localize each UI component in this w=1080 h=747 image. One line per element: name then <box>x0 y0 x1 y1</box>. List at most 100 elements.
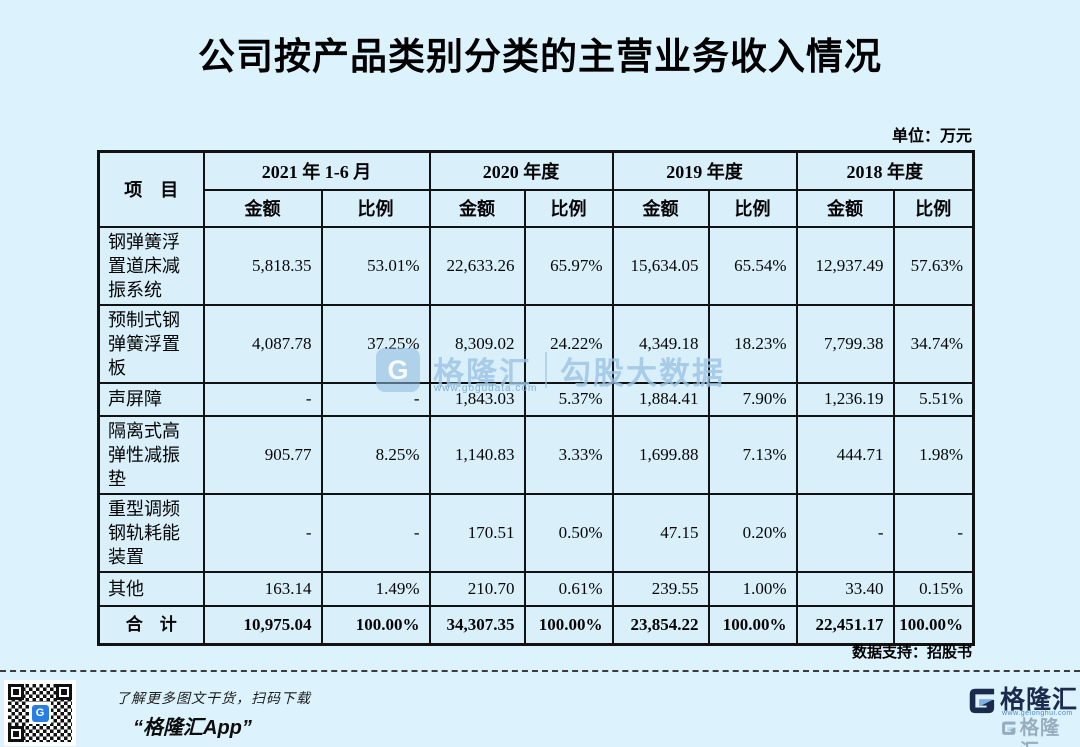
amount-cell: - <box>202 492 323 573</box>
amount-cell: 22,633.26 <box>428 225 526 306</box>
amount-cell: - <box>202 381 323 417</box>
amount-cell: 33.40 <box>795 570 895 607</box>
row-name-cell: 隔离式高弹性减振垫 <box>97 414 205 495</box>
column-header-item: 项 目 <box>97 150 205 228</box>
ratio-cell: 1.98% <box>892 414 975 495</box>
amount-cell: 1,843.03 <box>428 381 526 417</box>
gelonghui-g-icon <box>1002 721 1016 735</box>
column-header-period-2018: 2018 年度 <box>795 150 975 191</box>
amount-cell: 34,307.35 <box>428 604 526 646</box>
amount-cell: 163.14 <box>202 570 323 607</box>
ratio-cell: 53.01% <box>320 225 431 306</box>
data-support-label: 数据支持：招股书 <box>851 645 972 661</box>
ratio-cell: 0.50% <box>523 492 614 573</box>
footer-divider <box>0 670 1080 672</box>
ratio-cell: 0.15% <box>892 570 975 607</box>
ratio-cell: 8.25% <box>320 414 431 495</box>
ratio-cell: 100.00% <box>892 604 975 646</box>
table-row: 隔离式高弹性减振垫 905.77 8.25% 1,140.83 3.33% 1,… <box>97 414 975 495</box>
amount-cell: 1,699.88 <box>611 414 710 495</box>
row-name-cell: 预制式钢弹簧浮置板 <box>97 303 205 384</box>
column-header-amount: 金额 <box>795 188 895 228</box>
footer-brand-url: www.gelonghui.com <box>1002 710 1073 717</box>
column-header-amount: 金额 <box>202 188 323 228</box>
column-header-amount: 金额 <box>428 188 526 228</box>
ratio-cell: 100.00% <box>523 604 614 646</box>
amount-cell: 1,884.41 <box>611 381 710 417</box>
header-row-periods: 项 目 2021 年 1-6 月 2020 年度 2019 年度 2018 年度 <box>97 150 975 228</box>
amount-cell: 5,818.35 <box>202 225 323 306</box>
amount-cell: 22,451.17 <box>795 604 895 646</box>
ratio-cell: 57.63% <box>892 225 975 306</box>
ratio-cell: 5.51% <box>892 381 975 417</box>
amount-cell: 1,140.83 <box>428 414 526 495</box>
ratio-cell: 7.90% <box>707 381 798 417</box>
amount-cell: 47.15 <box>611 492 710 573</box>
amount-cell: 239.55 <box>611 570 710 607</box>
ratio-cell: 3.33% <box>523 414 614 495</box>
ratio-cell: 100.00% <box>320 604 431 646</box>
ratio-cell: 1.00% <box>707 570 798 607</box>
qr-center-logo-icon: G <box>29 702 51 724</box>
qr-finder-icon <box>8 726 24 742</box>
unit-label: 单位：万元 <box>891 128 972 145</box>
column-header-amount: 金额 <box>611 188 710 228</box>
amount-cell: 8,309.02 <box>428 303 526 384</box>
table-row: 声屏障 - - 1,843.03 5.37% 1,884.41 7.90% 1,… <box>97 381 975 417</box>
qr-logo-letter: G <box>31 704 49 722</box>
table-row: 重型调频钢轨耗能装置 - - 170.51 0.50% 47.15 0.20% … <box>97 492 975 573</box>
amount-cell: 905.77 <box>202 414 323 495</box>
qr-code: G <box>4 680 76 746</box>
footer-brand-text: 格隆汇 <box>1000 686 1079 714</box>
total-row: 合 计 10,975.04 100.00% 34,307.35 100.00% … <box>97 604 975 646</box>
qr-finder-icon <box>8 684 24 700</box>
qr-caption-line2: “格隆汇App” <box>133 717 252 739</box>
ratio-cell: - <box>320 492 431 573</box>
footer-brand-text: 格隆汇 <box>1019 716 1061 747</box>
revenue-table: 项 目 2021 年 1-6 月 2020 年度 2019 年度 2018 年度… <box>97 150 975 646</box>
column-header-period-2020: 2020 年度 <box>428 150 614 191</box>
ratio-cell: 1.49% <box>320 570 431 607</box>
amount-cell: 23,854.22 <box>611 604 710 646</box>
row-name-cell: 声屏障 <box>97 381 205 417</box>
amount-cell: 4,087.78 <box>202 303 323 384</box>
ratio-cell: 0.61% <box>523 570 614 607</box>
qr-finder-icon <box>56 684 72 700</box>
table-row: 其他 163.14 1.49% 210.70 0.61% 239.55 1.00… <box>97 570 975 607</box>
column-header-ratio: 比例 <box>523 188 614 228</box>
column-header-ratio: 比例 <box>320 188 431 228</box>
table-row: 预制式钢弹簧浮置板 4,087.78 37.25% 8,309.02 24.22… <box>97 303 975 384</box>
amount-cell: 1,236.19 <box>795 381 895 417</box>
ratio-cell: 37.25% <box>320 303 431 384</box>
amount-cell: 12,937.49 <box>795 225 895 306</box>
column-header-period-2019: 2019 年度 <box>611 150 798 191</box>
ratio-cell: 7.13% <box>707 414 798 495</box>
amount-cell: 15,634.05 <box>611 225 710 306</box>
ratio-cell: 5.37% <box>523 381 614 417</box>
ratio-cell: 65.54% <box>707 225 798 306</box>
amount-cell: 4,349.18 <box>611 303 710 384</box>
ratio-cell: 65.97% <box>523 225 614 306</box>
column-header-ratio: 比例 <box>892 188 975 228</box>
amount-cell: - <box>795 492 895 573</box>
amount-cell: 10,975.04 <box>202 604 323 646</box>
column-header-ratio: 比例 <box>707 188 798 228</box>
page-title: 公司按产品类别分类的主营业务收入情况 <box>198 36 882 77</box>
ratio-cell: - <box>892 492 975 573</box>
gelonghui-footer-logo: 格隆汇 www.gelonghui.com <box>966 685 1079 717</box>
qr-caption-line1: 了解更多图文干货，扫码下载 <box>116 690 311 706</box>
table-row: 钢弹簧浮置道床减振系统 5,818.35 53.01% 22,633.26 65… <box>97 225 975 306</box>
amount-cell: 210.70 <box>428 570 526 607</box>
ratio-cell: - <box>320 381 431 417</box>
total-row-label: 合 计 <box>97 604 205 646</box>
ratio-cell: 18.23% <box>707 303 798 384</box>
row-name-cell: 重型调频钢轨耗能装置 <box>97 492 205 573</box>
ratio-cell: 34.74% <box>892 303 975 384</box>
header-row-metrics: 金额 比例 金额 比例 金额 比例 金额 比例 <box>99 188 975 228</box>
ratio-cell: 0.20% <box>707 492 798 573</box>
row-name-cell: 其他 <box>97 570 205 607</box>
gelonghui-g-icon <box>969 688 995 714</box>
amount-cell: 444.71 <box>795 414 895 495</box>
amount-cell: 7,799.38 <box>795 303 895 384</box>
